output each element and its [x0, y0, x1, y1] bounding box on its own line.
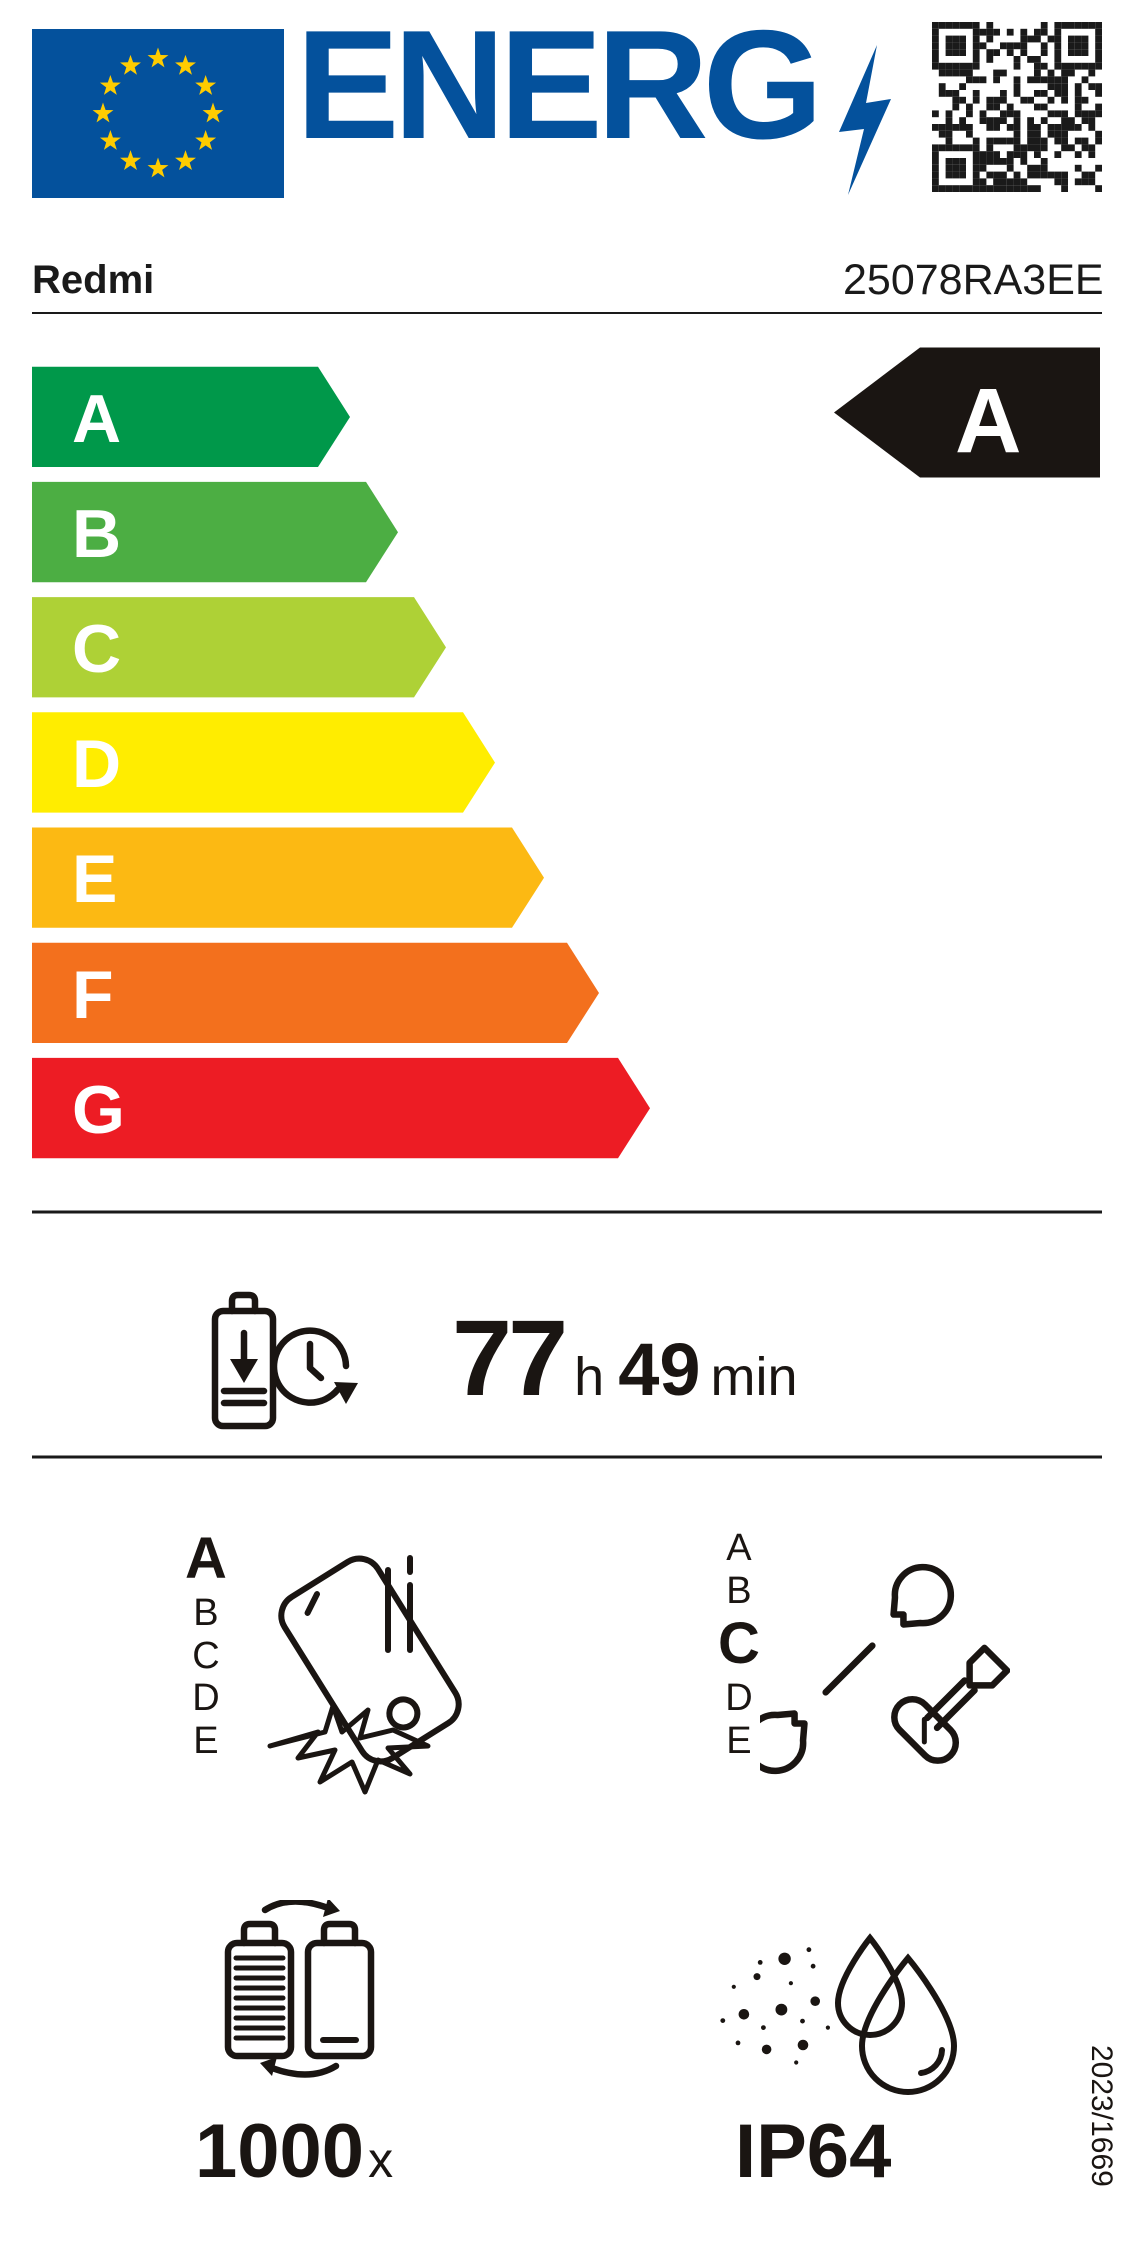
svg-text:B: B: [72, 496, 121, 572]
svg-text:A: A: [955, 370, 1021, 472]
svg-text:D: D: [72, 726, 121, 802]
svg-text:A: A: [72, 381, 121, 457]
svg-text:E: E: [72, 841, 117, 917]
svg-text:F: F: [72, 957, 114, 1033]
svg-text:C: C: [72, 611, 121, 687]
svg-text:G: G: [72, 1072, 125, 1148]
